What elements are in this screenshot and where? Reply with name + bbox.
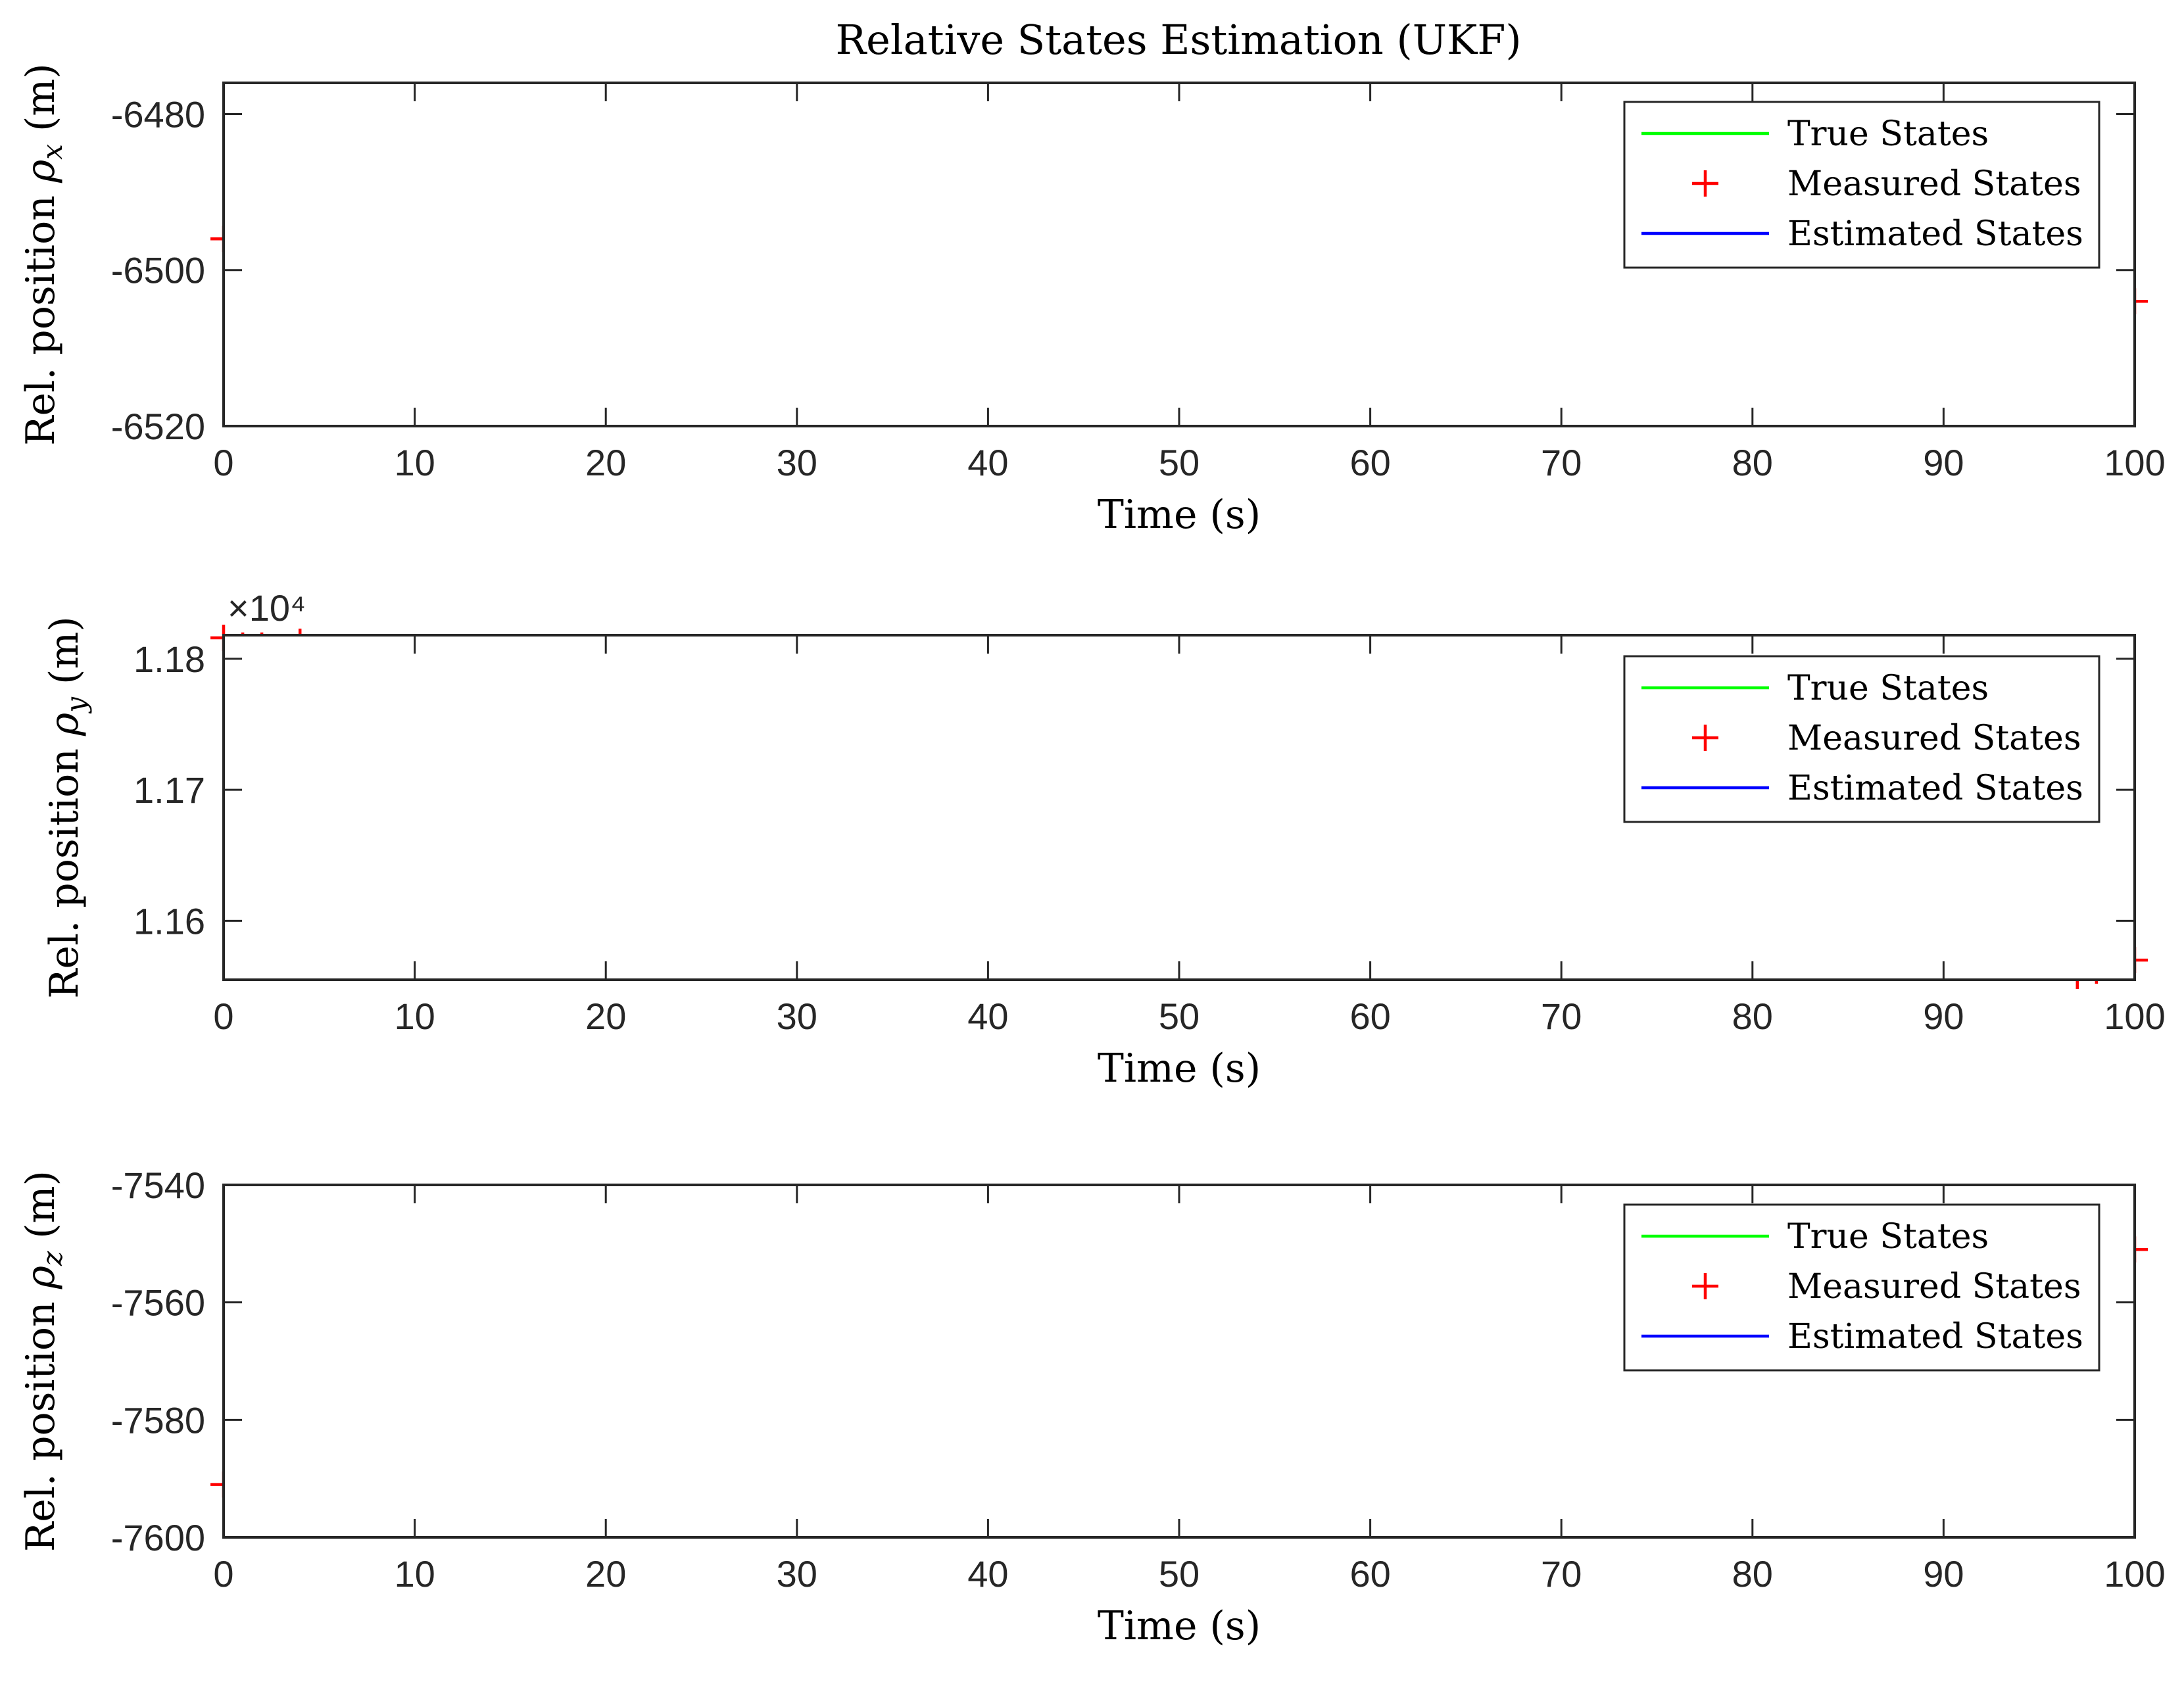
chart-panel-3: 0 10 20 30 40 50 60 70 80 90 100 -7600 -7580 -7560 -75… bbox=[18, 1165, 2166, 1649]
x-tick-label: 90 bbox=[1923, 442, 1964, 483]
x-tick-label: 70 bbox=[1541, 1553, 1582, 1595]
legend-label: True States bbox=[1787, 114, 1989, 154]
y-tick-label: -6500 bbox=[111, 250, 205, 291]
legend-label: True States bbox=[1787, 1217, 1989, 1257]
legend-label: Measured States bbox=[1787, 1267, 2081, 1307]
x-tick-label: 50 bbox=[1159, 442, 1200, 483]
y-tick-label: -7560 bbox=[111, 1282, 205, 1324]
y-tick-label: -7580 bbox=[111, 1399, 205, 1441]
y-tick-label: 1.16 bbox=[133, 900, 205, 942]
legend-label: Estimated States bbox=[1787, 769, 2083, 808]
legend-marker-measured bbox=[1692, 725, 1718, 751]
x-tick-label: 80 bbox=[1732, 996, 1773, 1037]
y-tick-label: -7600 bbox=[111, 1517, 205, 1558]
x-tick-label: 80 bbox=[1732, 1553, 1773, 1595]
x-tick-label: 80 bbox=[1732, 442, 1773, 483]
legend-label: Estimated States bbox=[1787, 1317, 2083, 1357]
y-axis-label-symbol: ρ bbox=[18, 160, 64, 183]
x-tick-label: 50 bbox=[1159, 1553, 1200, 1595]
x-tick-label: 20 bbox=[585, 442, 626, 483]
y-axis-label-unit: (m) bbox=[18, 1170, 64, 1251]
legend: True States Measured States Estimated Stat… bbox=[1623, 655, 2100, 823]
y-exponent-label: ×10⁴ bbox=[228, 587, 306, 629]
legend: True States Measured States Estimated Stat… bbox=[1623, 101, 2100, 269]
x-tick-label: 90 bbox=[1923, 996, 1964, 1037]
x-tick-label: 60 bbox=[1349, 1553, 1390, 1595]
chart-panel-2: 0 10 20 30 40 50 60 70 80 90 100 1.16 1.17 1.18 ×10⁴ Ti… bbox=[41, 587, 2166, 1092]
x-tick-label: 20 bbox=[585, 996, 626, 1037]
legend: True States Measured States Estimated Stat… bbox=[1623, 1203, 2100, 1372]
x-tick-label: 0 bbox=[213, 996, 233, 1037]
x-tick-label: 30 bbox=[777, 996, 817, 1037]
y-axis-label-subscript: x bbox=[36, 144, 68, 160]
x-tick-label: 100 bbox=[2104, 1553, 2165, 1595]
chart-panel-1: 0 10 20 30 40 50 60 70 80 90 100 -6520 -6500 -6480 Tim… bbox=[18, 63, 2166, 538]
y-axis-label-unit: (m) bbox=[41, 616, 87, 697]
legend-marker-measured bbox=[1692, 1273, 1718, 1299]
x-tick-label: 10 bbox=[394, 1553, 435, 1595]
y-tick-label: -7540 bbox=[111, 1165, 205, 1206]
legend-label: Measured States bbox=[1787, 719, 2081, 758]
y-tick-label: -6480 bbox=[111, 93, 205, 135]
legend-marker-measured bbox=[1692, 170, 1718, 197]
y-tick-label: 1.17 bbox=[133, 769, 205, 811]
x-tick-label: 30 bbox=[777, 442, 817, 483]
y-tick-label: -6520 bbox=[111, 406, 205, 447]
y-axis-label: Rel. position ρx (m) bbox=[18, 63, 68, 445]
y-axis-label-main: Rel. position bbox=[41, 736, 87, 999]
x-axis-label: Time (s) bbox=[1098, 1603, 1261, 1649]
legend-label: Measured States bbox=[1787, 164, 2081, 204]
x-tick-label: 60 bbox=[1349, 996, 1390, 1037]
x-axis-label: Time (s) bbox=[1098, 1045, 1261, 1092]
x-tick-label: 30 bbox=[777, 1553, 817, 1595]
x-tick-label: 20 bbox=[585, 1553, 626, 1595]
y-axis-label-unit: (m) bbox=[18, 63, 64, 144]
y-axis-label-symbol: ρ bbox=[18, 1266, 64, 1289]
x-tick-label: 90 bbox=[1923, 1553, 1964, 1595]
x-tick-label: 70 bbox=[1541, 996, 1582, 1037]
figure-title: Relative States Estimation (UKF) bbox=[835, 16, 1521, 64]
x-tick-label: 0 bbox=[213, 442, 233, 483]
x-tick-label: 100 bbox=[2104, 442, 2165, 483]
x-tick-label: 10 bbox=[394, 442, 435, 483]
legend-label: Estimated States bbox=[1787, 214, 2083, 254]
x-tick-label: 60 bbox=[1349, 442, 1390, 483]
x-tick-label: 40 bbox=[967, 996, 1008, 1037]
x-tick-label: 40 bbox=[967, 442, 1008, 483]
y-tick-label: 1.18 bbox=[133, 638, 205, 680]
x-tick-label: 50 bbox=[1159, 996, 1200, 1037]
y-axis-label-symbol: ρ bbox=[41, 713, 87, 736]
x-tick-label: 40 bbox=[967, 1553, 1008, 1595]
y-axis-label-subscript: y bbox=[60, 696, 92, 714]
x-tick-label: 0 bbox=[213, 1553, 233, 1595]
y-axis-label: Rel. position ρy (m) bbox=[41, 616, 92, 998]
x-tick-label: 10 bbox=[394, 996, 435, 1037]
y-axis-label-main: Rel. position bbox=[18, 1289, 64, 1552]
x-tick-label: 100 bbox=[2104, 996, 2165, 1037]
x-tick-label: 70 bbox=[1541, 442, 1582, 483]
y-axis-label-subscript: z bbox=[36, 1251, 68, 1266]
legend-label: True States bbox=[1787, 669, 1989, 708]
y-axis-label: Rel. position ρz (m) bbox=[18, 1170, 68, 1552]
x-axis-label: Time (s) bbox=[1098, 492, 1261, 538]
y-axis-label-main: Rel. position bbox=[18, 183, 64, 446]
